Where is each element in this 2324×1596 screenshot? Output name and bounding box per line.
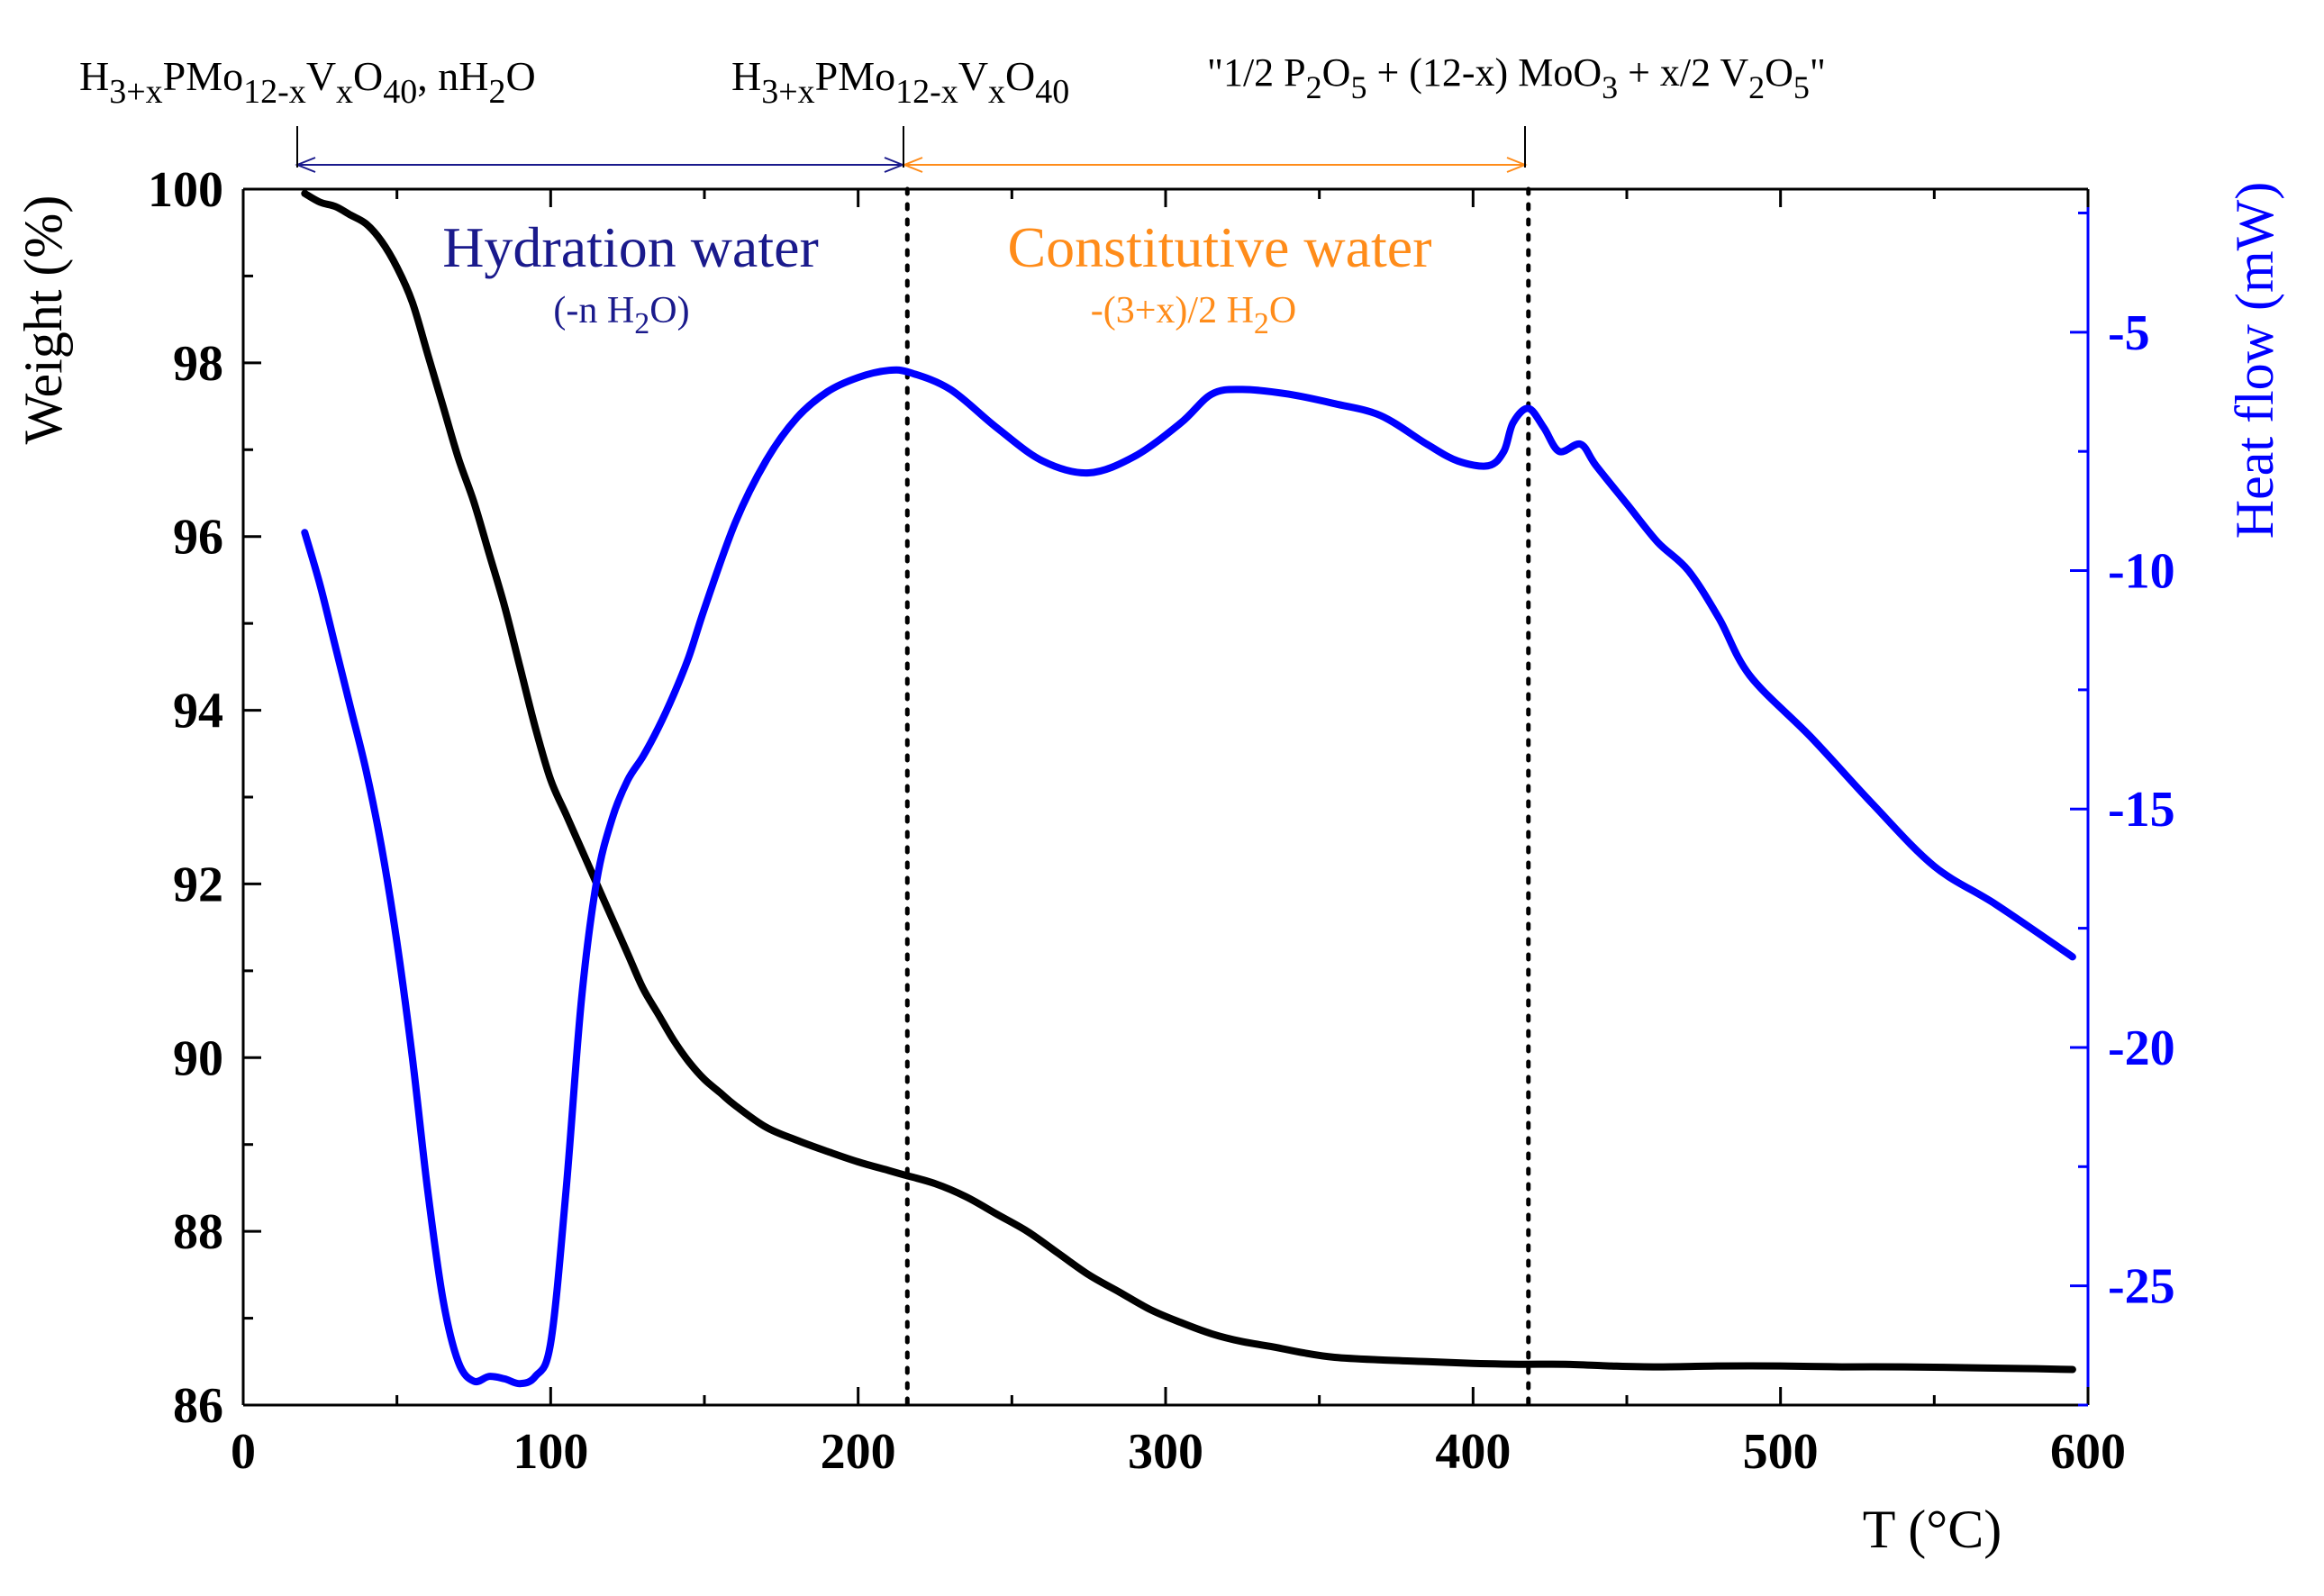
heat-flow-series-line [301,366,2076,1388]
weight-series-line [301,189,2076,1374]
y-right-tick-label: -25 [2108,1259,2175,1315]
hydration-water-label: Hydration water [442,215,819,279]
y-left-tick-label: 88 [173,1204,223,1260]
constitutive-range-arrow [902,157,1528,173]
phase1-label: H3+xPMo12-xVxO40, nH2O [79,53,536,111]
x-tick-label: 100 [513,1424,588,1480]
y-left-tick-label: 86 [173,1378,223,1434]
phase2-label: H3+xPMo12-xVxO40 [731,53,1069,111]
x-tick-label: 300 [1128,1424,1203,1480]
constitutive-water-sublabel: -(3+x)/2 H2O [1091,290,1297,340]
y-left-tick-label: 100 [148,162,223,218]
hydration-water-sublabel: (-n H2O) [553,290,689,340]
phase3-label: "1/2 P2O5 + (12-x) MoO3 + x/2 V2O5" [1207,50,1826,105]
y-left-axis-title: Weight (%) [14,195,73,445]
y-right-tick-label: -5 [2108,305,2150,361]
x-axis-title: T (°C) [1863,1500,2002,1559]
y-left-tick-label: 94 [173,684,223,739]
series-layer [301,189,2076,1388]
x-tick-label: 400 [1435,1424,1511,1480]
plot-area [904,186,1531,1408]
hydration-range-arrow [295,157,905,173]
constitutive-water-label: Constitutive water [1007,215,1431,279]
y-right-axis-title: Heat flow (mW) [2225,182,2284,540]
y-left-tick-label: 98 [173,336,223,392]
y-left-tick-label: 92 [173,857,223,912]
y-right-tick-label: -10 [2108,544,2175,600]
x-tick-label: 500 [1743,1424,1819,1480]
y-left-tick-label: 96 [173,510,223,566]
y-right-tick-label: -20 [2108,1020,2175,1076]
x-tick-label: 0 [231,1424,256,1480]
y-left-tick-label: 90 [173,1030,223,1086]
y-right-tick-label: -15 [2108,782,2175,838]
x-tick-label: 600 [2050,1424,2126,1480]
axes: 0 100 200 300 400 500 600 86 88 90 92 94 96 98 100 -25 -… [148,162,2175,1480]
x-tick-label: 200 [821,1424,896,1480]
